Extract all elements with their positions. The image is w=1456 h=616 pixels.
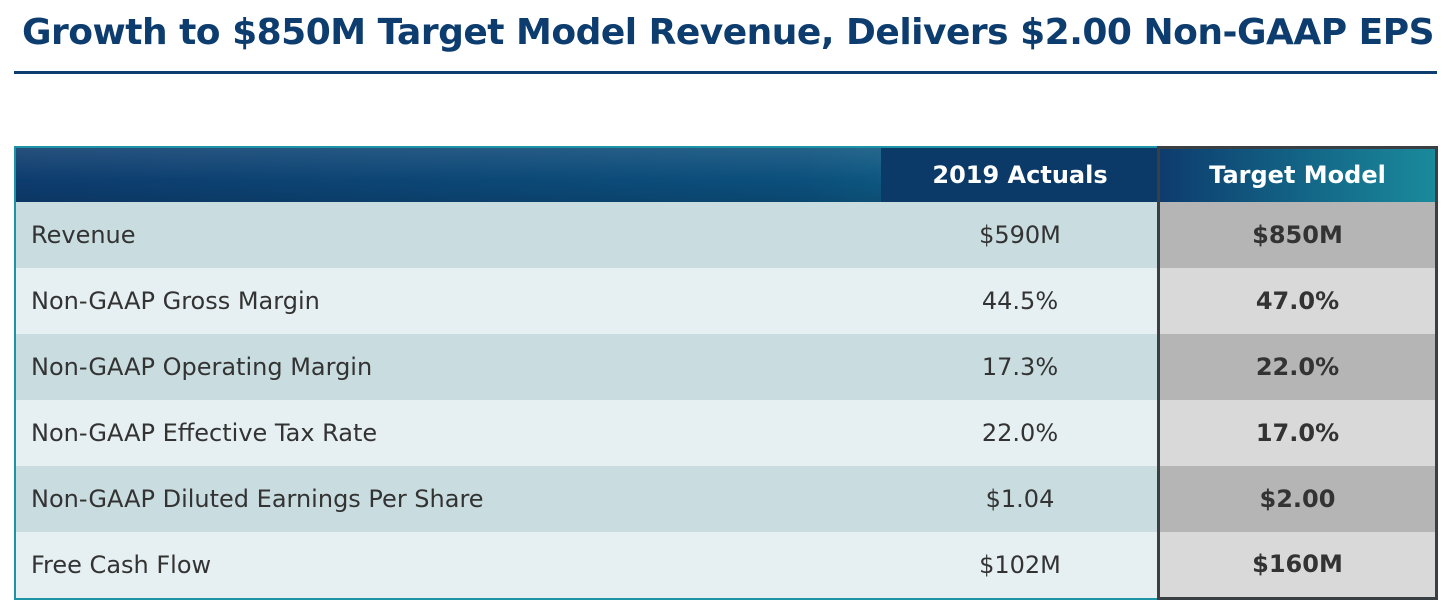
table-header: 2019 Actuals [16,148,1434,202]
metric-label: Non-GAAP Effective Tax Rate [31,419,378,447]
actuals-header-bg [881,148,1159,202]
metric-column-header [16,148,881,202]
metric-label: Free Cash Flow [31,551,212,579]
table-row: Non-GAAP Effective Tax Rate 22.0% [16,400,1159,466]
table-row: Revenue $590M [16,202,1159,268]
actual-value: 17.3% [981,353,1059,381]
metric-label: Non-GAAP Operating Margin [31,353,373,381]
table-row: Non-GAAP Operating Margin 17.3% [16,334,1159,400]
actual-value: $590M [979,221,1061,249]
table-row: Non-GAAP Gross Margin 44.5% [16,268,1159,334]
target-model-column: Target Model $850M 47.0% 22.0% 17.0% $2.… [1157,146,1438,600]
target-value: $2.00 [1160,466,1435,532]
actual-value: $102M [979,551,1061,579]
target-value: $850M [1160,202,1435,268]
actual-value: 22.0% [981,419,1059,447]
actual-value: $1.04 [985,485,1055,513]
actual-value: 44.5% [981,287,1059,315]
table-row: Free Cash Flow $102M [16,532,1159,598]
metric-label: Non-GAAP Gross Margin [31,287,320,315]
metric-label: Non-GAAP Diluted Earnings Per Share [31,485,484,513]
slide-title: Growth to $850M Target Model Revenue, De… [21,12,1435,53]
target-value: 17.0% [1160,400,1435,466]
target-value: 47.0% [1160,268,1435,334]
title-underline [14,71,1437,74]
target-value: 22.0% [1160,334,1435,400]
table-row: Non-GAAP Diluted Earnings Per Share $1.0… [16,466,1159,532]
actuals-column-header: 2019 Actuals [932,161,1108,189]
metric-label: Revenue [31,221,136,249]
financial-table: 2019 Actuals Revenue $590M Non-GAAP Gros… [14,146,1438,600]
target-value: $160M [1160,532,1435,597]
